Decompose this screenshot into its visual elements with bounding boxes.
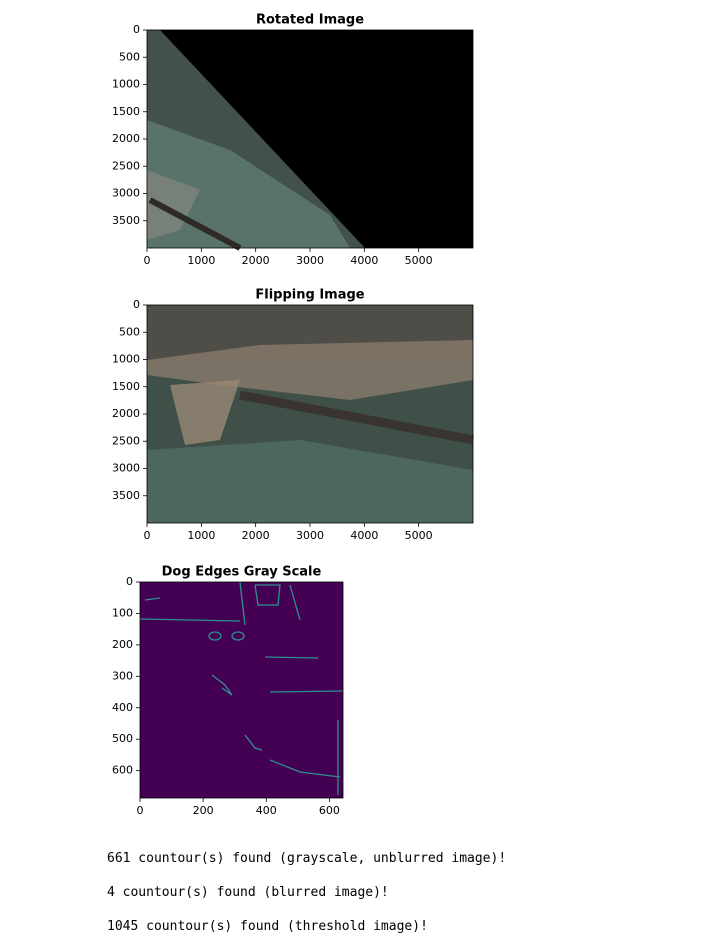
y-tick-label: 0 — [133, 298, 140, 311]
image-content — [239, 390, 474, 445]
y-tick-label: 2500 — [112, 159, 140, 172]
edge — [139, 618, 241, 622]
y-tick-label: 500 — [112, 732, 133, 745]
x-tick-label: 600 — [319, 804, 340, 817]
y-tick-label: 3500 — [112, 489, 140, 502]
x-tick-label: 4000 — [350, 254, 378, 267]
image-background — [140, 582, 343, 798]
x-tick-label: 1000 — [187, 254, 215, 267]
edge — [244, 734, 263, 751]
y-tick-label: 3000 — [112, 462, 140, 475]
edges-image — [139, 581, 344, 798]
flipped-image — [147, 305, 474, 523]
x-tick-label: 0 — [137, 804, 144, 817]
rotated-image — [147, 30, 473, 251]
edge — [144, 597, 161, 601]
y-tick-label: 0 — [126, 575, 133, 588]
edge — [211, 674, 233, 696]
x-tick-label: 0 — [144, 529, 151, 542]
edge — [269, 690, 344, 693]
y-tick-label: 3000 — [112, 187, 140, 200]
x-tick-label: 2000 — [242, 529, 270, 542]
image-content — [147, 120, 350, 248]
x-tick-label: 5000 — [405, 254, 433, 267]
x-tick-label: 4000 — [350, 529, 378, 542]
edge — [269, 759, 341, 778]
output-line: 661 countour(s) found (grayscale, unblur… — [107, 851, 507, 866]
image-content — [147, 170, 200, 240]
image-content — [170, 380, 240, 445]
output-line: 4 countour(s) found (blurred image)! — [107, 885, 389, 900]
x-tick-label: 1000 — [187, 529, 215, 542]
plot-title: Dog Edges Gray Scale — [162, 565, 322, 580]
y-tick-label: 200 — [112, 638, 133, 651]
x-tick-label: 3000 — [296, 529, 324, 542]
image-content — [147, 440, 473, 523]
y-tick-label: 1000 — [112, 78, 140, 91]
plot-title: Flipping Image — [255, 288, 364, 303]
image-content — [148, 197, 242, 251]
edge — [231, 631, 245, 641]
edge — [289, 584, 301, 621]
y-tick-label: 1000 — [112, 353, 140, 366]
x-tick-label: 0 — [144, 254, 151, 267]
x-tick-label: 400 — [256, 804, 277, 817]
y-tick-label: 600 — [112, 764, 133, 777]
x-tick-label: 5000 — [405, 529, 433, 542]
axes-frame — [139, 581, 344, 799]
y-tick-label: 2000 — [112, 132, 140, 145]
y-tick-label: 1500 — [112, 105, 140, 118]
edge — [208, 631, 222, 641]
y-tick-label: 2000 — [112, 407, 140, 420]
y-tick-label: 3500 — [112, 214, 140, 227]
x-tick-label: 2000 — [242, 254, 270, 267]
y-tick-label: 2500 — [112, 434, 140, 447]
edge — [254, 584, 281, 606]
y-tick-label: 500 — [119, 50, 140, 63]
output-line: 1045 countour(s) found (threshold image)… — [107, 919, 428, 934]
x-tick-label: 3000 — [296, 254, 324, 267]
plot-title: Rotated Image — [256, 13, 364, 28]
y-tick-label: 400 — [112, 701, 133, 714]
edge — [239, 581, 246, 626]
edge — [264, 656, 319, 659]
x-tick-label: 200 — [193, 804, 214, 817]
y-tick-label: 1500 — [112, 380, 140, 393]
y-tick-label: 500 — [119, 325, 140, 338]
y-tick-label: 100 — [112, 606, 133, 619]
y-tick-label: 0 — [133, 23, 140, 36]
y-tick-label: 300 — [112, 669, 133, 682]
